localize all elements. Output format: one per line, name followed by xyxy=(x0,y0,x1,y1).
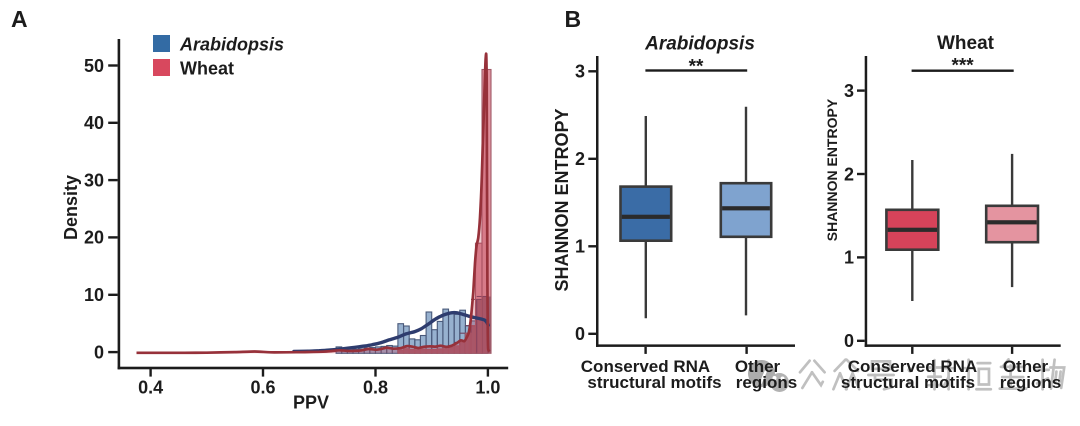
svg-text:1: 1 xyxy=(575,237,585,257)
svg-text:2: 2 xyxy=(575,149,585,169)
svg-text:***: *** xyxy=(952,56,975,77)
svg-text:PPV: PPV xyxy=(293,393,329,413)
svg-text:Conserved RNA: Conserved RNA xyxy=(581,357,710,376)
svg-text:3: 3 xyxy=(844,81,854,101)
svg-text:structural motifs: structural motifs xyxy=(587,373,721,392)
svg-text:3: 3 xyxy=(575,62,585,82)
svg-text:40: 40 xyxy=(84,113,104,133)
svg-text:10: 10 xyxy=(84,285,104,305)
svg-text:Conserved RNA: Conserved RNA xyxy=(848,357,977,376)
svg-text:Wheat: Wheat xyxy=(180,59,234,79)
svg-text:B: B xyxy=(565,6,582,32)
svg-text:Arabidopsis: Arabidopsis xyxy=(179,35,284,55)
svg-text:Density: Density xyxy=(61,175,81,240)
svg-text:0.8: 0.8 xyxy=(363,378,388,398)
svg-text:SHANNON ENTROPY: SHANNON ENTROPY xyxy=(552,108,572,291)
svg-text:A: A xyxy=(11,6,28,32)
svg-text:Arabidopsis: Arabidopsis xyxy=(644,34,755,55)
svg-text:Other: Other xyxy=(735,357,781,376)
svg-text:0: 0 xyxy=(844,331,854,351)
svg-text:1.0: 1.0 xyxy=(475,378,500,398)
svg-text:Wheat: Wheat xyxy=(937,33,995,54)
svg-text:2: 2 xyxy=(844,164,854,184)
svg-text:0: 0 xyxy=(575,324,585,344)
svg-text:Other: Other xyxy=(1003,357,1049,376)
svg-text:20: 20 xyxy=(84,228,104,248)
svg-text:SHANNON ENTROPY: SHANNON ENTROPY xyxy=(824,98,840,241)
svg-text:regions: regions xyxy=(1000,373,1061,392)
svg-text:structural motifs: structural motifs xyxy=(841,373,975,392)
svg-text:0.6: 0.6 xyxy=(250,378,275,398)
svg-text:30: 30 xyxy=(84,170,104,190)
svg-text:regions: regions xyxy=(736,373,797,392)
svg-text:1: 1 xyxy=(844,248,854,268)
svg-text:50: 50 xyxy=(84,56,104,76)
svg-text:**: ** xyxy=(689,57,704,78)
svg-text:0: 0 xyxy=(94,342,104,362)
svg-text:0.4: 0.4 xyxy=(138,378,163,398)
